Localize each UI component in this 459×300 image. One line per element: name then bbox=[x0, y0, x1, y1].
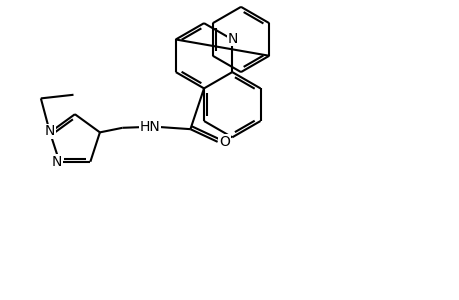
Text: N: N bbox=[52, 155, 62, 169]
Text: N: N bbox=[45, 124, 55, 139]
Text: O: O bbox=[218, 135, 230, 149]
Text: HN: HN bbox=[139, 120, 160, 134]
Text: N: N bbox=[227, 32, 237, 46]
